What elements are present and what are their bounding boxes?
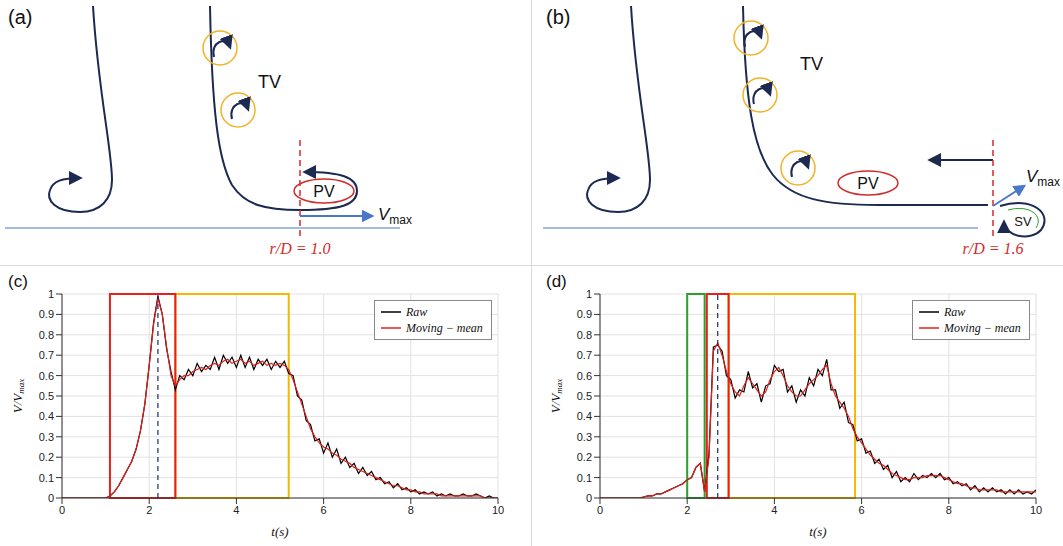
- svg-text:10: 10: [492, 504, 504, 516]
- svg-text:r/D = 1.6: r/D = 1.6: [962, 240, 1023, 257]
- svg-text:0.8: 0.8: [577, 329, 592, 341]
- svg-text:V/Vmax: V/Vmax: [10, 379, 26, 414]
- html-text:(d): (d): [546, 272, 567, 291]
- svg-text:0.6: 0.6: [577, 370, 592, 382]
- html-text:(c): (c): [8, 272, 28, 291]
- svg-text:0.2: 0.2: [39, 451, 54, 463]
- svg-text:t(s): t(s): [271, 524, 288, 539]
- svg-text:0.4: 0.4: [39, 410, 54, 422]
- svg-text:6: 6: [321, 504, 327, 516]
- svg-text:0.3: 0.3: [577, 431, 592, 443]
- svg-text:4: 4: [771, 504, 777, 516]
- svg-text:SV: SV: [1014, 214, 1032, 229]
- svg-text:0: 0: [597, 504, 603, 516]
- svg-text:Raw: Raw: [943, 305, 965, 319]
- svg-text:0.7: 0.7: [577, 349, 592, 361]
- svg-text:0.4: 0.4: [577, 410, 592, 422]
- svg-text:PV: PV: [313, 183, 335, 200]
- svg-text:0: 0: [59, 504, 65, 516]
- svg-text:0.5: 0.5: [577, 390, 592, 402]
- svg-text:Raw: Raw: [405, 305, 427, 319]
- svg-text:0.6: 0.6: [39, 370, 54, 382]
- svg-text:Moving − mean: Moving − mean: [943, 321, 1021, 335]
- svg-text:PV: PV: [857, 175, 879, 192]
- svg-text:1: 1: [586, 288, 592, 300]
- svg-text:2: 2: [146, 504, 152, 516]
- svg-text:10: 10: [1030, 504, 1042, 516]
- svg-text:TV: TV: [800, 54, 823, 74]
- svg-text:0: 0: [586, 492, 592, 504]
- svg-text:0: 0: [48, 492, 54, 504]
- svg-text:0.7: 0.7: [39, 349, 54, 361]
- svg-text:0.1: 0.1: [577, 472, 592, 484]
- svg-text:1: 1: [48, 288, 54, 300]
- svg-text:Vmax: Vmax: [1026, 167, 1060, 189]
- svg-text:0.2: 0.2: [577, 451, 592, 463]
- svg-text:V/Vmax: V/Vmax: [548, 379, 564, 414]
- svg-text:Vmax: Vmax: [378, 205, 412, 227]
- svg-text:(b): (b): [546, 6, 570, 28]
- svg-text:0.1: 0.1: [39, 472, 54, 484]
- svg-text:0.9: 0.9: [39, 308, 54, 320]
- svg-text:0.3: 0.3: [39, 431, 54, 443]
- svg-text:(a): (a): [8, 6, 32, 28]
- svg-text:0.9: 0.9: [577, 308, 592, 320]
- svg-text:0.5: 0.5: [39, 390, 54, 402]
- svg-text:0.8: 0.8: [39, 329, 54, 341]
- svg-text:8: 8: [408, 504, 414, 516]
- svg-text:TV: TV: [258, 72, 281, 92]
- svg-text:8: 8: [946, 504, 952, 516]
- svg-text:2: 2: [684, 504, 690, 516]
- svg-text:6: 6: [859, 504, 865, 516]
- svg-text:r/D = 1.0: r/D = 1.0: [269, 240, 330, 257]
- svg-text:4: 4: [233, 504, 239, 516]
- svg-text:Moving − mean: Moving − mean: [405, 321, 483, 335]
- svg-text:t(s): t(s): [809, 524, 826, 539]
